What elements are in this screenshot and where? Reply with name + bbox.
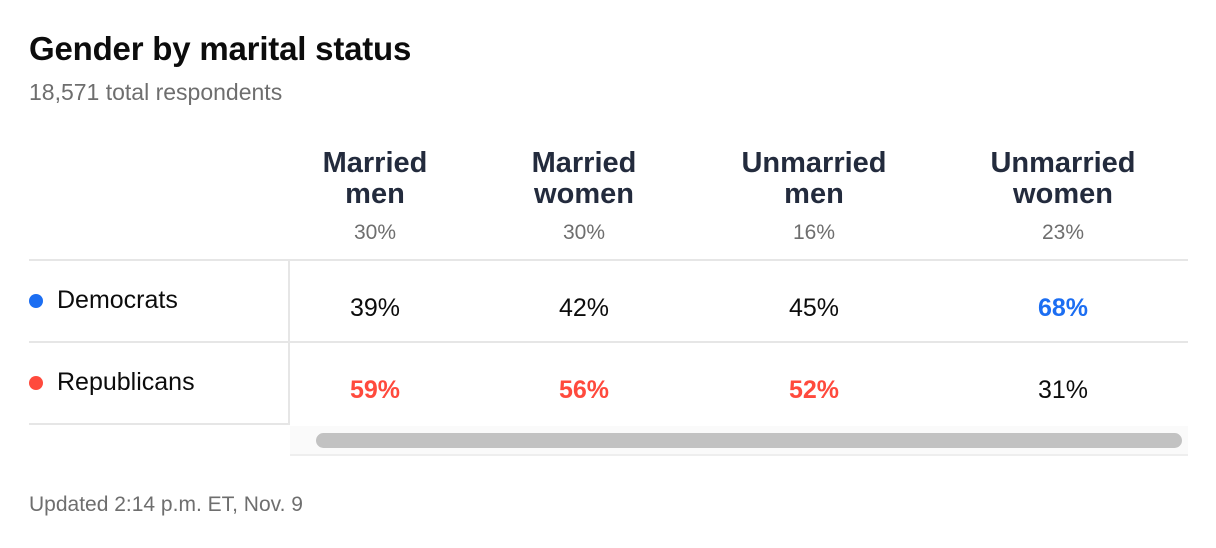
column-name: Married men (322, 147, 428, 210)
column-header-married-men: Married men 30% (255, 148, 495, 245)
row-divider-middle (29, 341, 1188, 343)
updated-timestamp: Updated 2:14 p.m. ET, Nov. 9 (29, 493, 303, 516)
cell-republicans-unmarried-women: 31% (1037, 376, 1089, 404)
row-label-text: Democrats (57, 286, 178, 314)
democrat-dot-icon (29, 293, 43, 308)
cell-republicans-married-women: 56% (558, 376, 610, 404)
horizontal-scrollbar-thumb[interactable] (316, 433, 1182, 448)
chart-title: Gender by marital status (29, 30, 412, 67)
column-header-married-women: Married women 30% (464, 148, 704, 245)
row-divider-bottom (29, 423, 290, 425)
row-label-democrats: Democrats (29, 286, 178, 315)
column-share: 30% (562, 221, 606, 244)
column-header-unmarried-women: Unmarried women 23% (943, 148, 1183, 245)
column-name: Married women (531, 147, 637, 210)
column-header-unmarried-men: Unmarried men 16% (694, 148, 934, 245)
column-share: 16% (792, 221, 836, 244)
chart-subtitle: 18,571 total respondents (29, 79, 283, 105)
column-name: Unmarried women (990, 147, 1136, 210)
republican-dot-icon (29, 375, 43, 390)
column-name: Unmarried men (741, 147, 887, 210)
column-share: 23% (1041, 221, 1085, 244)
cell-democrats-unmarried-women: 68% (1037, 294, 1089, 322)
row-divider-top (29, 259, 1188, 261)
cell-democrats-unmarried-men: 45% (788, 294, 840, 322)
cell-republicans-married-men: 59% (349, 376, 401, 404)
column-share: 30% (353, 221, 397, 244)
row-label-republicans: Republicans (29, 368, 195, 397)
cell-democrats-married-women: 42% (558, 294, 610, 322)
cell-democrats-married-men: 39% (349, 294, 401, 322)
cell-republicans-unmarried-men: 52% (788, 376, 840, 404)
row-label-text: Republicans (57, 368, 195, 396)
column-divider (288, 261, 290, 423)
